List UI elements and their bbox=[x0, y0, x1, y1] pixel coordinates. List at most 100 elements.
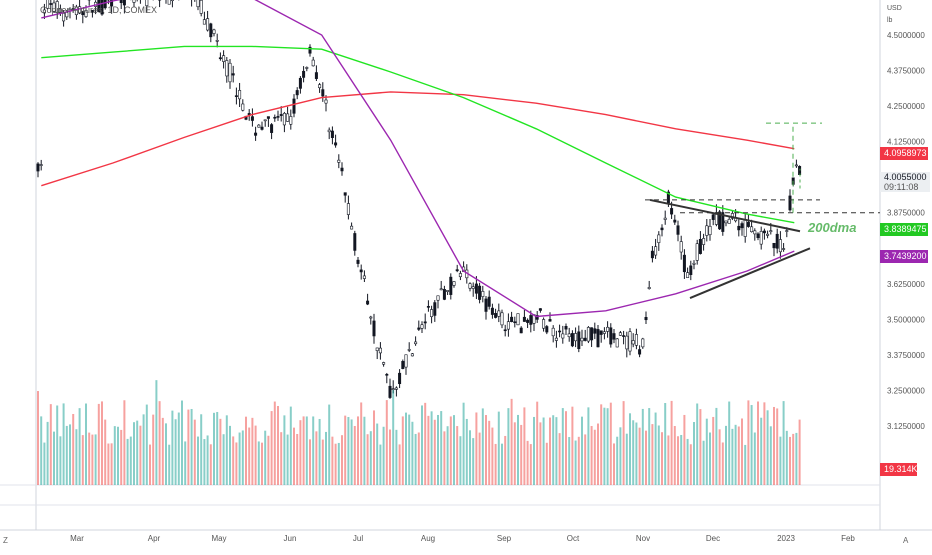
volume-bar bbox=[338, 443, 340, 485]
candle-body bbox=[674, 220, 676, 222]
candle-body bbox=[514, 322, 516, 323]
volume-bar bbox=[629, 413, 631, 485]
candle-body bbox=[242, 104, 244, 110]
volume-bar bbox=[472, 438, 474, 485]
volume-bar bbox=[792, 434, 794, 485]
candle-body bbox=[331, 131, 333, 138]
candle-body bbox=[555, 338, 557, 340]
volume-bar bbox=[466, 419, 468, 485]
candle-body bbox=[552, 328, 554, 336]
volume-bar bbox=[162, 418, 164, 485]
candle-body bbox=[568, 334, 570, 337]
volume-bar bbox=[379, 445, 381, 485]
auto-scale-button[interactable]: A bbox=[903, 536, 908, 545]
candle-body bbox=[549, 319, 551, 321]
volume-bar bbox=[619, 427, 621, 485]
candle-body bbox=[475, 284, 477, 293]
volume-bar bbox=[178, 413, 180, 485]
candle-body bbox=[488, 297, 490, 306]
volume-bar bbox=[335, 444, 337, 485]
candle-body bbox=[370, 317, 372, 318]
candle-body bbox=[206, 19, 208, 30]
candle-body bbox=[274, 117, 276, 118]
volume-bar bbox=[584, 434, 586, 485]
volume-bar bbox=[779, 437, 781, 485]
candle-body bbox=[299, 78, 301, 88]
volume-bar bbox=[504, 436, 506, 485]
x-tick-label: Jul bbox=[353, 534, 363, 543]
candle-body bbox=[366, 301, 368, 304]
volume-bar bbox=[424, 403, 426, 485]
candle-body bbox=[654, 247, 656, 255]
candle-body bbox=[350, 226, 352, 229]
volume-bar bbox=[482, 408, 484, 485]
candle-body bbox=[597, 329, 599, 347]
volume-bar bbox=[680, 435, 682, 485]
candle-body bbox=[238, 90, 240, 98]
volume-bar bbox=[463, 403, 465, 485]
volume-bar bbox=[187, 410, 189, 485]
candle-body bbox=[376, 348, 378, 351]
candle-body bbox=[446, 290, 448, 291]
volume-bar bbox=[616, 437, 618, 485]
volume-bar bbox=[469, 430, 471, 485]
symbol-title[interactable]: Copper Futures, 1D, COMEX bbox=[40, 5, 157, 15]
candle-body bbox=[459, 273, 461, 276]
timezone-button[interactable]: Z bbox=[3, 536, 8, 545]
candle-body bbox=[581, 338, 583, 341]
volume-bar bbox=[59, 436, 61, 485]
volume-bar bbox=[459, 436, 461, 485]
volume-bar bbox=[351, 419, 353, 485]
candle-body bbox=[219, 58, 221, 59]
candle-body bbox=[306, 67, 308, 68]
volume-bar bbox=[562, 408, 564, 485]
volume-bar bbox=[431, 411, 433, 485]
candle-body bbox=[706, 226, 708, 236]
volume-bar bbox=[367, 434, 369, 485]
candle-body bbox=[267, 117, 269, 119]
candle-body bbox=[645, 317, 647, 319]
volume-bar bbox=[85, 404, 87, 485]
volume-bar bbox=[799, 420, 801, 485]
volume-bar bbox=[696, 403, 698, 485]
volume-bar bbox=[405, 413, 407, 485]
y-tick-label: 3.2500000 bbox=[887, 386, 925, 395]
candle-body bbox=[763, 231, 765, 233]
candle-body bbox=[478, 286, 480, 299]
volume-bar bbox=[50, 404, 52, 485]
volume-bar bbox=[543, 417, 545, 485]
volume-bar bbox=[536, 402, 538, 485]
volume-bar bbox=[610, 403, 612, 485]
candle-body bbox=[210, 24, 212, 37]
candle-body bbox=[277, 116, 279, 117]
y-tick-label: 3.1250000 bbox=[887, 422, 925, 431]
volume-bar bbox=[728, 402, 730, 485]
candle-body bbox=[766, 234, 768, 235]
volume-bar bbox=[242, 430, 244, 485]
volume-bar bbox=[66, 426, 68, 485]
volume-bar bbox=[706, 419, 708, 485]
candle-body bbox=[133, 0, 135, 2]
candle-body bbox=[222, 56, 224, 62]
candle-body bbox=[494, 313, 496, 317]
candle-body bbox=[251, 117, 253, 121]
volume-bar bbox=[82, 435, 84, 485]
volume-bar bbox=[546, 443, 548, 485]
y-tick-label: 3.5000000 bbox=[887, 315, 925, 324]
candle-body bbox=[584, 338, 586, 340]
volume-bar bbox=[757, 401, 759, 485]
volume-bar bbox=[248, 428, 250, 485]
volume-bar bbox=[322, 440, 324, 485]
candle-body bbox=[354, 233, 356, 250]
candle-body bbox=[40, 165, 42, 166]
volume-bar bbox=[191, 409, 193, 485]
candle-body bbox=[338, 160, 340, 162]
volume-bar bbox=[712, 417, 714, 485]
volume-bar bbox=[427, 416, 429, 485]
volume-bar bbox=[40, 416, 42, 485]
volume-bar bbox=[581, 417, 583, 485]
last-price-tag: 4.0055000 09:11:08 bbox=[880, 172, 930, 192]
volume-bar bbox=[719, 429, 721, 485]
volume-bar bbox=[786, 431, 788, 485]
